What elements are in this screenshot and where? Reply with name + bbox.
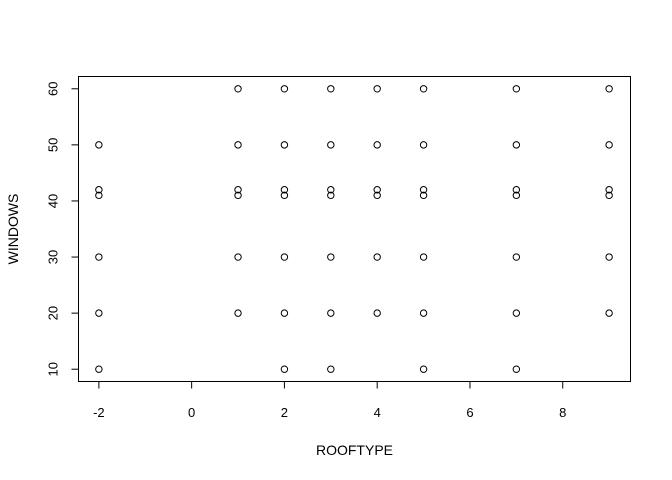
y-tick-label: 20	[46, 306, 61, 320]
data-point	[512, 191, 521, 200]
data-point	[234, 191, 242, 200]
y-tick-label: 30	[46, 250, 61, 264]
data-point	[373, 309, 381, 317]
data-point	[234, 85, 242, 93]
data-point	[327, 186, 335, 194]
x-tick-label: 0	[188, 405, 195, 420]
data-point	[234, 186, 242, 194]
x-tick-label: 4	[374, 405, 381, 420]
data-point	[234, 253, 242, 261]
y-tick-label: 40	[46, 194, 61, 208]
data-point	[327, 253, 335, 261]
data-point	[512, 85, 521, 93]
data-point	[373, 186, 381, 194]
data-point	[327, 141, 335, 149]
data-point	[419, 309, 428, 317]
data-point	[512, 141, 521, 149]
data-point	[605, 191, 613, 200]
x-tick-label: 6	[466, 405, 473, 420]
data-point	[95, 191, 103, 200]
data-point	[95, 141, 103, 149]
data-point	[234, 309, 242, 317]
data-point	[512, 186, 521, 194]
data-point	[280, 365, 289, 373]
data-point	[419, 85, 428, 93]
data-point	[95, 186, 103, 194]
x-tick-label: 2	[281, 405, 288, 420]
y-tick-label: 10	[46, 362, 61, 376]
data-point	[419, 186, 428, 194]
x-axis-title: ROOFTYPE	[316, 442, 393, 458]
data-point	[373, 191, 381, 200]
data-point	[373, 141, 381, 149]
x-tick-label: -2	[93, 405, 105, 420]
data-point	[95, 253, 103, 261]
data-point	[280, 85, 289, 93]
y-axis-title: WINDOWS	[5, 194, 21, 265]
data-point	[95, 309, 103, 317]
data-point	[327, 309, 335, 317]
y-tick-label: 60	[46, 82, 61, 96]
data-point	[605, 141, 613, 149]
data-point	[605, 186, 613, 194]
data-point	[327, 365, 335, 373]
data-point	[280, 191, 289, 200]
data-point	[373, 253, 381, 261]
data-point	[605, 309, 613, 317]
data-point	[419, 365, 428, 373]
data-point	[512, 253, 521, 261]
x-axis: -2 0 2 4 6 8	[93, 381, 566, 420]
y-axis: 10 20 30 40 50 60	[46, 82, 79, 376]
data-point	[280, 253, 289, 261]
data-point	[419, 191, 428, 200]
data-point	[95, 365, 103, 373]
data-point	[512, 309, 521, 317]
x-tick-label: 8	[559, 405, 566, 420]
data-point	[512, 365, 521, 373]
data-point	[280, 309, 289, 317]
data-point	[327, 85, 335, 93]
data-point	[280, 141, 289, 149]
data-point	[419, 141, 428, 149]
data-point	[419, 253, 428, 261]
data-point	[605, 253, 613, 261]
data-point	[373, 85, 381, 93]
data-point	[327, 191, 335, 200]
data-point	[605, 85, 613, 93]
data-point	[234, 141, 242, 149]
y-tick-label: 50	[46, 138, 61, 152]
data-point	[280, 186, 289, 194]
data-points	[95, 85, 613, 373]
